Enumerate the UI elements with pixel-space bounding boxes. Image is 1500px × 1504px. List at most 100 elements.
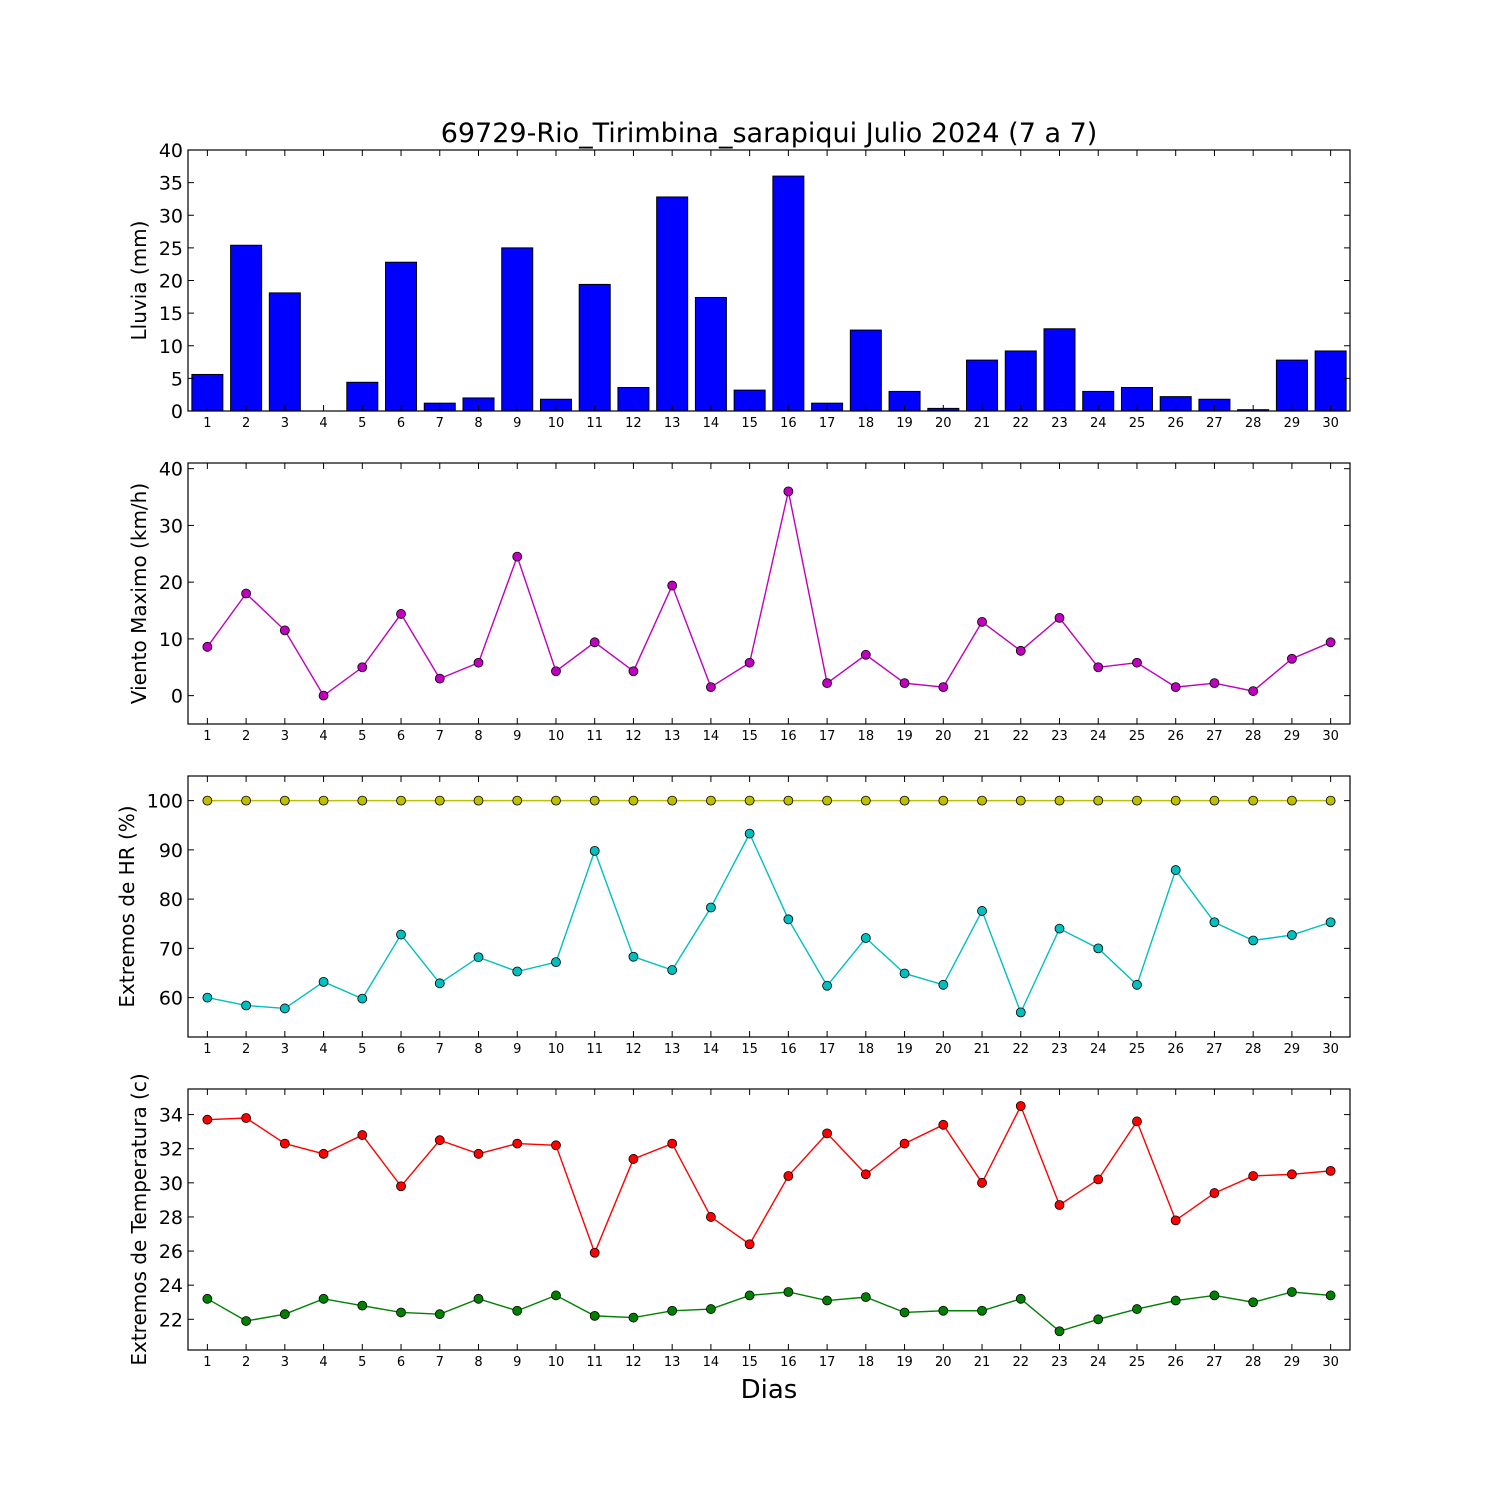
- point-series-2-day-29: [1287, 930, 1297, 940]
- point-series-2-day-12: [628, 951, 639, 962]
- x-tick-label: 8: [474, 416, 482, 431]
- point-series-1-day-2: [241, 795, 252, 806]
- x-tick-label: 30: [1322, 729, 1339, 744]
- x-tick-label: 5: [358, 1355, 366, 1370]
- y-tick-label: 20: [159, 271, 183, 293]
- point-series-2-day-17: [822, 980, 832, 991]
- bar-day-29: [1275, 359, 1308, 412]
- point-series-1-day-23: [1054, 613, 1065, 623]
- series-line-2: [207, 1291, 1331, 1333]
- point-series-1-day-29: [1287, 795, 1297, 806]
- point-series-1-day-4: [318, 690, 329, 701]
- point-series-1-day-13: [667, 1138, 678, 1149]
- point-series-1-day-29: [1287, 1169, 1297, 1180]
- y-tick-label: 35: [159, 173, 183, 195]
- point-series-1-day-27: [1209, 795, 1220, 806]
- point-series-1-day-16: [783, 486, 794, 497]
- x-tick-label: 6: [397, 416, 405, 431]
- x-tick-label: 12: [625, 416, 642, 431]
- x-tick-label: 19: [896, 416, 913, 431]
- x-tick-label: 23: [1051, 729, 1068, 744]
- point-series-1-day-10: [551, 1140, 561, 1151]
- point-series-1-day-26: [1170, 795, 1181, 806]
- bar-day-23: [1043, 328, 1076, 412]
- plot-frame: [187, 775, 1351, 1038]
- point-series-1-day-10: [551, 795, 561, 806]
- x-tick-label: 2: [242, 416, 250, 431]
- point-series-2-day-5: [357, 993, 368, 1004]
- y-tick-label: 5: [171, 368, 183, 390]
- point-series-1-day-5: [357, 662, 368, 673]
- point-series-2-day-22: [1015, 1007, 1026, 1018]
- point-series-1-day-8: [473, 795, 484, 806]
- x-tick-label: 10: [548, 1042, 565, 1057]
- y-tick-label: 30: [159, 205, 183, 227]
- point-series-1-day-8: [473, 657, 484, 668]
- x-tick-label: 23: [1051, 1042, 1068, 1057]
- point-series-1-day-28: [1248, 1171, 1259, 1181]
- x-tick-label: 8: [474, 1355, 482, 1370]
- y-tick-label: 100: [147, 791, 183, 813]
- point-series-1-day-3: [279, 795, 290, 806]
- y-tick-label: 15: [159, 303, 183, 325]
- point-series-1-day-12: [628, 795, 639, 806]
- point-series-2-day-13: [667, 1305, 678, 1316]
- bar-day-16: [772, 175, 805, 412]
- y-axis-label: Extremos de Temperatura (c): [127, 1073, 151, 1365]
- x-tick-label: 7: [436, 1042, 444, 1057]
- point-series-1-day-9: [512, 551, 523, 562]
- x-tick-label: 22: [1012, 416, 1029, 431]
- bar-day-9: [501, 247, 534, 412]
- x-tick-label: 10: [548, 729, 565, 744]
- point-series-1-day-30: [1325, 1165, 1336, 1176]
- x-tick-label: 3: [281, 1355, 289, 1370]
- point-series-2-day-16: [783, 1287, 794, 1297]
- point-series-2-day-8: [473, 952, 484, 963]
- x-tick-label: 22: [1012, 1355, 1029, 1370]
- x-tick-label: 14: [703, 729, 720, 744]
- point-series-2-day-17: [822, 1295, 832, 1306]
- x-tick-label: 18: [858, 729, 875, 744]
- point-series-1-day-24: [1093, 662, 1104, 673]
- point-series-2-day-20: [938, 979, 949, 990]
- x-tick-label: 11: [586, 1355, 603, 1370]
- point-series-1-day-2: [241, 1113, 252, 1123]
- x-tick-label: 6: [397, 1042, 405, 1057]
- x-tick-label: 5: [358, 729, 366, 744]
- point-series-1-day-6: [396, 609, 406, 619]
- y-tick-label: 0: [171, 401, 183, 423]
- x-tick-label: 7: [436, 1355, 444, 1370]
- point-series-1-day-2: [241, 588, 252, 599]
- x-tick-label: 2: [242, 1355, 250, 1370]
- x-tick-label: 27: [1206, 1042, 1223, 1057]
- point-series-2-day-22: [1015, 1293, 1026, 1304]
- point-series-2-day-26: [1170, 865, 1181, 875]
- x-tick-label: 24: [1090, 1355, 1107, 1370]
- x-tick-label: 29: [1284, 1042, 1301, 1057]
- point-series-1-day-11: [589, 1247, 600, 1258]
- point-series-2-day-30: [1325, 917, 1336, 928]
- x-tick-label: 1: [203, 729, 211, 744]
- x-tick-label: 27: [1206, 1355, 1223, 1370]
- point-series-2-day-18: [860, 1292, 871, 1303]
- point-series-2-day-1: [202, 992, 213, 1003]
- x-tick-label: 23: [1051, 416, 1068, 431]
- x-tick-label: 8: [474, 1042, 482, 1057]
- x-tick-label: 3: [281, 416, 289, 431]
- point-series-2-day-2: [241, 1316, 252, 1326]
- point-series-1-day-23: [1054, 1200, 1065, 1210]
- point-series-1-day-14: [706, 795, 716, 806]
- point-series-2-day-8: [473, 1293, 484, 1304]
- x-tick-label: 4: [319, 1355, 327, 1370]
- point-series-2-day-16: [783, 914, 794, 925]
- x-tick-label: 15: [741, 416, 758, 431]
- x-tick-label: 13: [664, 729, 681, 744]
- x-tick-label: 13: [664, 416, 681, 431]
- x-tick-label: 20: [935, 729, 952, 744]
- point-series-2-day-28: [1248, 935, 1259, 946]
- bar-day-3: [268, 292, 301, 412]
- y-tick-label: 25: [159, 238, 183, 260]
- x-tick-label: 16: [780, 1042, 797, 1057]
- point-series-1-day-22: [1015, 1101, 1026, 1111]
- x-tick-label: 7: [436, 729, 444, 744]
